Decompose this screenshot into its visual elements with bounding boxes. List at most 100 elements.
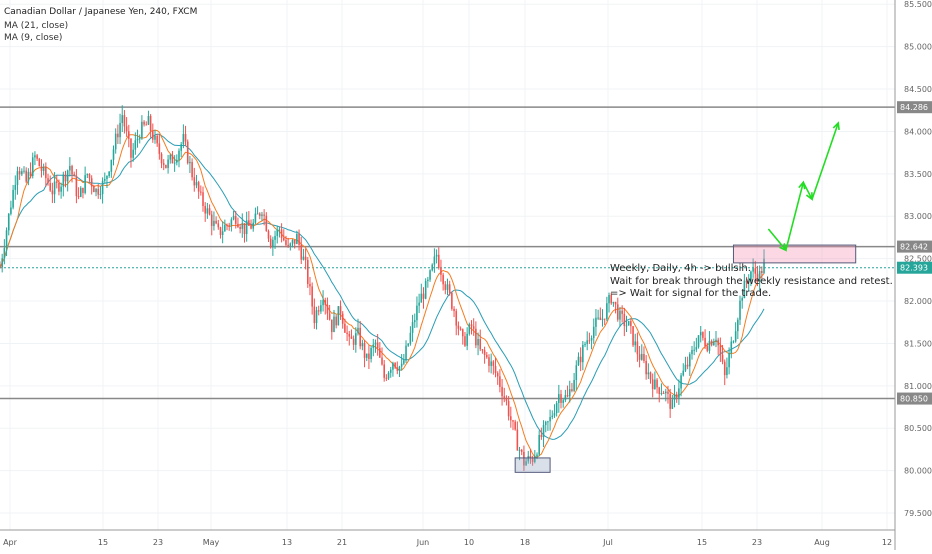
candle-body	[403, 360, 405, 364]
candle-body	[590, 338, 593, 341]
candle-body	[88, 173, 91, 179]
candle-body	[258, 213, 261, 216]
candle-body	[368, 353, 370, 359]
candle-body	[601, 318, 604, 320]
candle-body	[16, 171, 19, 185]
ma-21-path	[0, 133, 765, 440]
x-tick-label: 10	[464, 538, 474, 547]
x-tick-label: 23	[153, 538, 163, 547]
candle-body	[191, 161, 193, 178]
candle-body	[51, 190, 54, 195]
candle-body	[630, 321, 632, 327]
candle-body	[326, 304, 329, 314]
candle-body	[145, 124, 148, 126]
candle-body	[691, 350, 693, 355]
candle-body	[710, 340, 713, 346]
candle-body	[682, 370, 685, 376]
candle-body	[339, 306, 342, 314]
candle-body	[328, 313, 331, 320]
candle-body	[226, 225, 228, 227]
candle-body	[625, 325, 628, 327]
price-labels: 84.286 82.642 80.850 82.393	[897, 101, 932, 405]
candle-body	[693, 349, 695, 351]
candle-body	[599, 317, 602, 320]
candle-body	[69, 166, 71, 171]
candle-body	[55, 181, 58, 183]
candle-body	[180, 144, 182, 151]
y-tick-label: 84.000	[904, 127, 932, 136]
candle-body	[152, 131, 154, 140]
current-price-label: 82.393	[900, 264, 928, 273]
candle-body	[300, 244, 303, 260]
candle-body	[114, 133, 117, 150]
candle-body	[485, 354, 488, 358]
candle-body	[457, 325, 460, 329]
candle-body	[477, 338, 479, 346]
candle-body	[204, 206, 206, 214]
candle-body	[592, 326, 595, 339]
candle-body	[431, 264, 434, 271]
candle-body	[627, 321, 630, 326]
candle-body	[689, 354, 691, 367]
candle-body	[182, 134, 185, 145]
candle-body	[610, 295, 613, 304]
candle-body	[634, 341, 637, 346]
x-tick-label: 18	[520, 538, 530, 547]
candle-body	[352, 338, 355, 345]
candle-body	[459, 328, 462, 330]
candle-body	[584, 344, 586, 346]
candle-body	[673, 394, 676, 400]
y-tick-label: 84.500	[904, 85, 932, 94]
candle-body	[344, 323, 346, 333]
candle-body	[306, 260, 309, 284]
candle-body	[435, 254, 438, 257]
candle-body	[363, 343, 366, 358]
candle-body	[215, 220, 217, 224]
candle-body	[647, 372, 650, 375]
candle-body	[313, 306, 316, 324]
candle-body	[267, 230, 270, 239]
candle-body	[285, 240, 287, 245]
candle-body	[747, 281, 750, 283]
candle-body	[479, 338, 482, 350]
candle-body	[411, 322, 414, 333]
candle-body	[197, 182, 200, 192]
candle-body	[538, 434, 540, 455]
candle-body	[396, 367, 399, 371]
candle-body	[86, 173, 89, 176]
candle-body	[643, 353, 645, 361]
candle-body	[195, 182, 198, 186]
candle-body	[387, 372, 390, 379]
candle-body	[165, 164, 167, 168]
candle-body	[248, 220, 250, 226]
candle-body	[350, 336, 353, 339]
candle-body	[250, 225, 252, 229]
candle-body	[483, 350, 486, 355]
candle-body	[645, 360, 647, 375]
candle-body	[217, 223, 220, 228]
candle-body	[256, 213, 259, 215]
candle-body	[141, 121, 143, 139]
annotation-line-1: Weekly, Daily, 4h -> bullsih.	[610, 263, 751, 274]
x-tick-label: May	[203, 538, 220, 547]
x-tick-label: 23	[752, 538, 762, 547]
candle-body	[680, 375, 682, 389]
candle-body	[261, 214, 263, 216]
candle-body	[106, 175, 108, 180]
candle-body	[492, 361, 495, 366]
candle-body	[278, 229, 281, 231]
candle-body	[374, 342, 377, 345]
candle-body	[671, 399, 674, 409]
candle-body	[405, 345, 407, 361]
candle-body	[494, 365, 497, 374]
candle-body	[466, 333, 468, 346]
candle-body	[704, 337, 706, 347]
candle-body	[239, 226, 241, 229]
candle-body	[540, 434, 543, 438]
candle-body	[376, 342, 379, 349]
candle-body	[678, 388, 680, 398]
x-tick-label: 12	[882, 538, 892, 547]
candle-body	[577, 356, 580, 366]
candle-body	[394, 362, 396, 368]
